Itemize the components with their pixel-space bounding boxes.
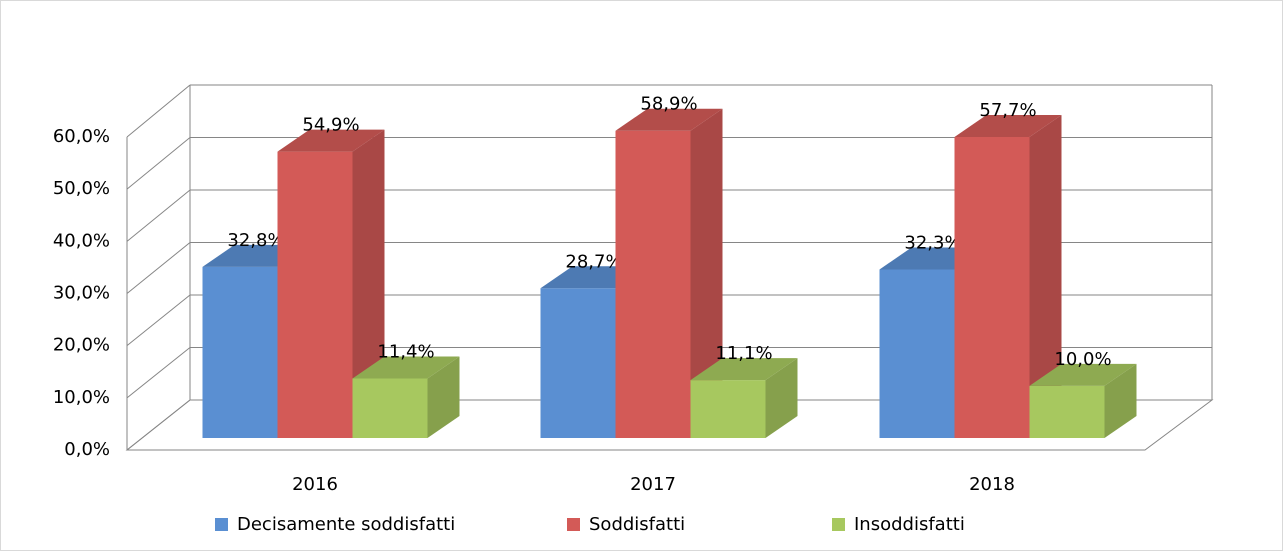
bar-top [1029, 363, 1137, 386]
data-label: 54,9% [302, 115, 359, 136]
bar-side [427, 356, 460, 438]
bar-front [615, 130, 691, 438]
bar-side [1029, 114, 1062, 438]
data-label: 10,0% [1054, 349, 1111, 370]
data-label: 57,7% [979, 100, 1036, 121]
y-tick-label: 60,0% [53, 126, 110, 147]
data-label: 32,8% [227, 230, 284, 251]
bar [615, 108, 723, 438]
x-tick-label: 2018 [969, 474, 1015, 495]
side-grid-line [126, 84, 191, 138]
side-grid-line [126, 242, 191, 294]
y-tick-label: 20,0% [53, 335, 110, 356]
data-label: 11,4% [377, 342, 434, 363]
data-label: 11,1% [715, 343, 772, 364]
bar-top [954, 114, 1062, 137]
side-grid-line [126, 137, 191, 190]
bar-front [277, 151, 353, 439]
legend-label: Soddisfatti [589, 514, 685, 535]
x-tick-label: 2017 [630, 474, 676, 495]
y-tick-label: 30,0% [53, 283, 110, 304]
bar-top [690, 358, 798, 381]
bar-side [1104, 363, 1137, 438]
side-grid-line [126, 294, 191, 347]
bar [352, 356, 460, 438]
legend-label: Decisamente soddisfatti [237, 514, 455, 535]
x-tick-label: 2016 [292, 474, 338, 495]
bar-side [765, 358, 798, 438]
data-label: 28,7% [565, 251, 622, 272]
bar-front [540, 288, 616, 438]
data-label: 32,3% [904, 233, 961, 254]
bar-side [690, 108, 723, 438]
legend-swatch [832, 518, 845, 531]
bar-front [954, 136, 1030, 438]
bar-front [1029, 385, 1105, 438]
bar-top [352, 356, 460, 379]
bar-front [879, 269, 955, 438]
side-grid-line [126, 347, 191, 399]
y-tick-label: 10,0% [53, 387, 110, 408]
bar-front [690, 380, 766, 438]
bar [690, 358, 798, 438]
side-grid-line [126, 399, 191, 451]
y-tick-label: 40,0% [53, 230, 110, 251]
legend-label: Insoddisfatti [854, 514, 965, 535]
bar [954, 114, 1062, 438]
bar-top [615, 108, 723, 131]
bar [277, 129, 385, 439]
legend-swatch [567, 518, 580, 531]
y-tick-label: 50,0% [53, 178, 110, 199]
bar-side [352, 129, 385, 439]
data-label: 58,9% [640, 94, 697, 115]
side-grid-line [126, 189, 191, 242]
bar-front [202, 266, 278, 438]
bar [1029, 363, 1137, 438]
y-tick-label: 0,0% [64, 439, 110, 460]
bar-front [352, 378, 428, 438]
bar-top [277, 129, 385, 152]
legend-swatch [215, 518, 228, 531]
